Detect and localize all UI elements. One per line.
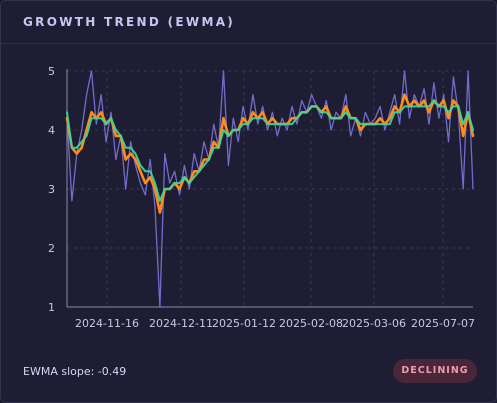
y-tick-label: 3 xyxy=(48,183,55,196)
ewma-fast-line xyxy=(65,93,475,214)
x-tick-label: 2025-03-06 xyxy=(342,317,406,330)
ewma-slow-line xyxy=(66,99,474,202)
y-tick-label: 4 xyxy=(48,124,55,137)
ewma-slope-text: EWMA slope: -0.49 xyxy=(23,365,127,378)
x-tick-label: 2024-11-16 xyxy=(75,317,139,330)
y-tick-label: 1 xyxy=(48,301,55,314)
card-title: GROWTH TREND (EWMA) xyxy=(23,15,236,29)
y-tick-label: 5 xyxy=(48,65,55,78)
x-tick-label: 2024-12-11 xyxy=(149,317,213,330)
chart-area: 1 2 3 4 5 2024-11-16 2024-12-11 2025-01-12 2025-… xyxy=(1,44,496,344)
x-tick-label: 2025-07-07 xyxy=(411,317,475,330)
card-header: GROWTH TREND (EWMA) xyxy=(1,1,496,44)
x-tick-label: 2025-02-08 xyxy=(279,317,343,330)
y-tick-label: 2 xyxy=(48,242,55,255)
x-tick-label: 2025-01-12 xyxy=(212,317,276,330)
status-badge: DECLINING xyxy=(393,359,477,383)
